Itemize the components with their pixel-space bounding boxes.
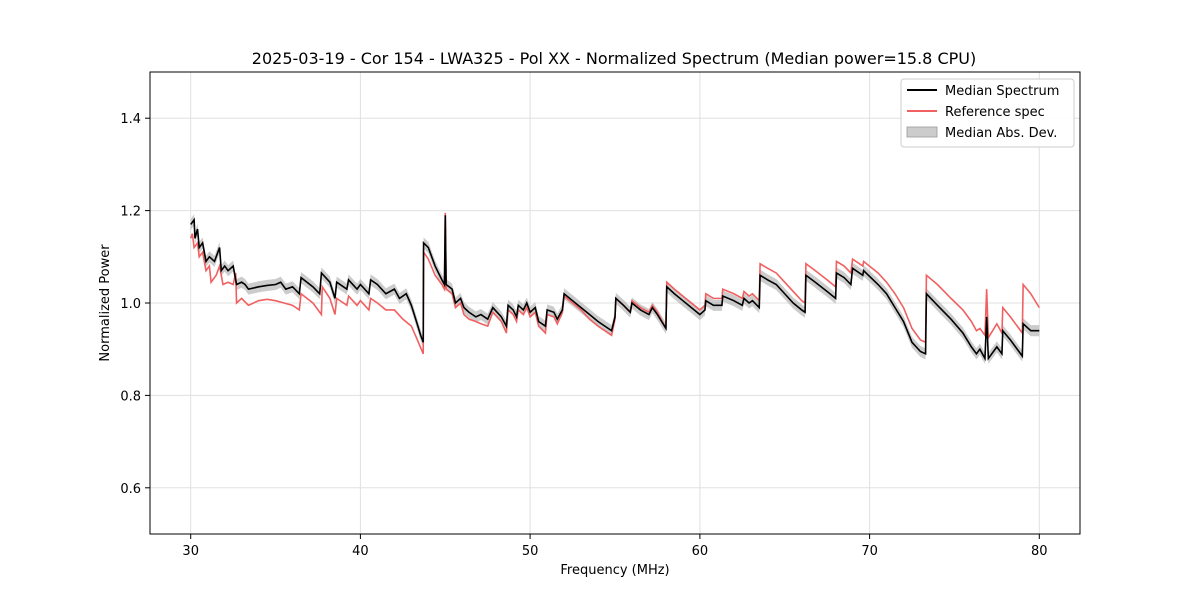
x-tick-label: 70 [861,544,878,559]
legend-median-label: Median Spectrum [945,84,1059,99]
plot-area [189,209,1040,364]
y-tick-label: 1.0 [120,297,141,312]
x-tick-label: 80 [1031,544,1048,559]
legend-mad-swatch [906,126,938,138]
x-tick-label: 40 [352,544,369,559]
y-axis-label: Normalized Power [98,244,113,362]
legend-mad-label: Median Abs. Dev. [945,126,1057,141]
y-tick-label: 1.4 [120,112,141,127]
y-tick-label: 0.6 [120,482,141,497]
y-tick-label: 1.2 [120,205,141,220]
median-spectrum-line [190,215,1040,362]
x-tick-label: 50 [522,544,539,559]
mad-band [190,209,1040,364]
x-tick-label: 60 [692,544,709,559]
chart-title: 2025-03-19 - Cor 154 - LWA325 - Pol XX -… [252,49,976,68]
legend: Median Spectrum Reference spec Median Ab… [900,78,1075,148]
x-axis-label: Frequency (MHz) [560,563,669,578]
y-axis-ticks: 0.6 0.8 1.0 1.2 1.4 [120,112,150,497]
x-tick-label: 30 [182,544,199,559]
x-axis-ticks: 30 40 50 60 70 80 [182,534,1048,559]
legend-box [900,78,1075,148]
legend-reference-label: Reference spec [945,105,1045,120]
y-tick-label: 0.8 [120,389,141,404]
